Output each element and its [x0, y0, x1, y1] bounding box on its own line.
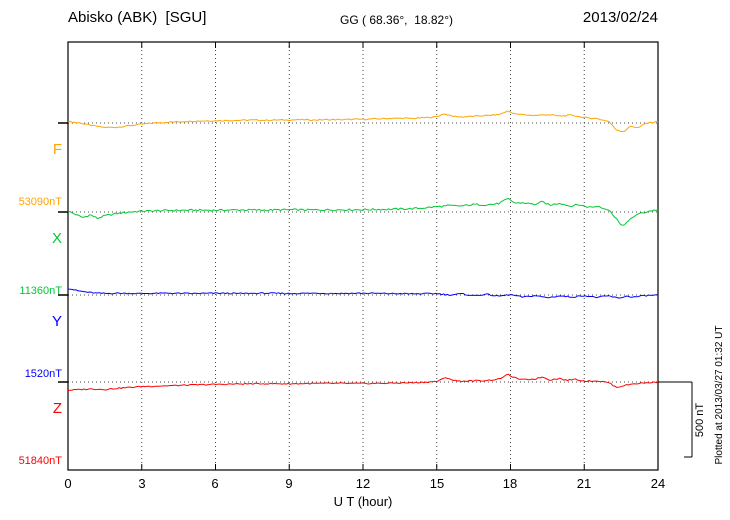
series-label-y: Y 1520nT [0, 278, 62, 417]
plotted-at-note: Plotted at 2013/03/27 01:32 UT [714, 325, 725, 465]
x-tick-15: 15 [429, 476, 445, 491]
series-baseline-f: 53090nT [18, 196, 62, 208]
x-tick-9: 9 [285, 476, 293, 491]
series-name-y: Y [51, 313, 62, 330]
x-tick-0: 0 [64, 476, 72, 491]
series-label-z: Z 51840nT [0, 365, 62, 504]
scalebar-label: 500 nT [694, 402, 706, 438]
series-name-z: Z [52, 400, 62, 417]
trace-y [67, 288, 658, 299]
x-tick-6: 6 [211, 476, 219, 491]
x-tick-18: 18 [502, 476, 518, 491]
series-baseline-y: 1520nT [24, 368, 62, 380]
geographic-coords: GG ( 68.36°, 18.82°) [340, 13, 453, 27]
station-title: Abisko (ABK) [SGU] [68, 9, 207, 26]
trace-f [67, 110, 659, 133]
series-label-f: F 53090nT [0, 106, 62, 245]
series-baseline-x: 11360nT [19, 285, 62, 297]
series-name-f: F [52, 141, 62, 158]
x-tick-24: 24 [650, 476, 666, 491]
trace-x [67, 198, 659, 226]
series-name-x: X [51, 230, 62, 247]
x-tick-3: 3 [138, 476, 146, 491]
x-tick-12: 12 [355, 476, 371, 491]
series-label-x: X 11360nT [0, 195, 62, 334]
trace-z [67, 373, 659, 391]
plot-date: 2013/02/24 [582, 9, 658, 26]
series-baseline-z: 51840nT [18, 455, 62, 467]
x-axis-label: U T (hour) [333, 494, 393, 509]
x-tick-21: 21 [576, 476, 592, 491]
